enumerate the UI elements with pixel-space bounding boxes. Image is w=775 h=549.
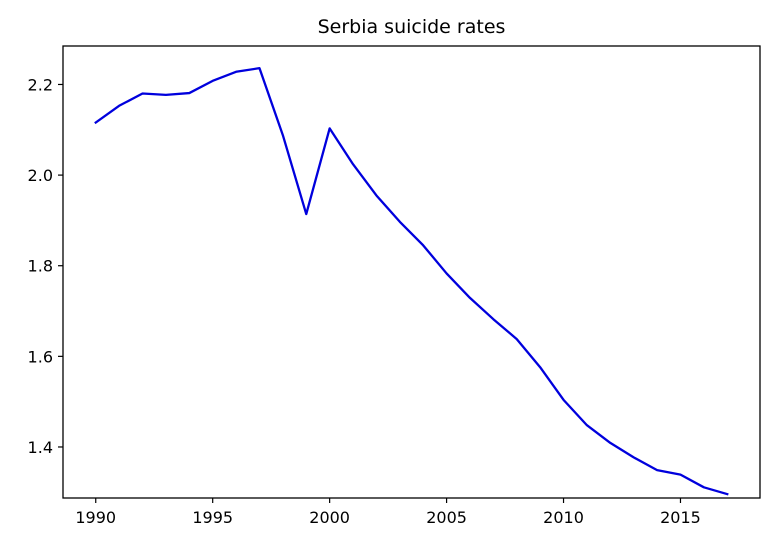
x-axis: 1990 1995 2000 2005 2010 2015	[75, 498, 701, 527]
chart-title: Serbia suicide rates	[318, 16, 506, 38]
y-tick-label: 1.4	[28, 438, 53, 457]
y-tick-label: 1.8	[28, 257, 53, 276]
plot-frame	[62, 45, 761, 499]
series-line	[94, 67, 729, 496]
y-tick-label: 1.6	[28, 347, 53, 366]
y-axis: 1.4 1.6 1.8 2.0 2.2	[28, 75, 63, 457]
x-tick-label: 2000	[309, 508, 350, 527]
y-tick-label: 2.0	[28, 166, 53, 185]
x-tick-label: 1995	[192, 508, 233, 527]
series-layer	[94, 67, 729, 496]
x-tick-label: 2015	[660, 508, 701, 527]
y-tick-label: 2.2	[28, 75, 53, 94]
x-tick-label: 1990	[75, 508, 116, 527]
x-tick-label: 2005	[426, 508, 467, 527]
x-tick-label: 2010	[543, 508, 584, 527]
